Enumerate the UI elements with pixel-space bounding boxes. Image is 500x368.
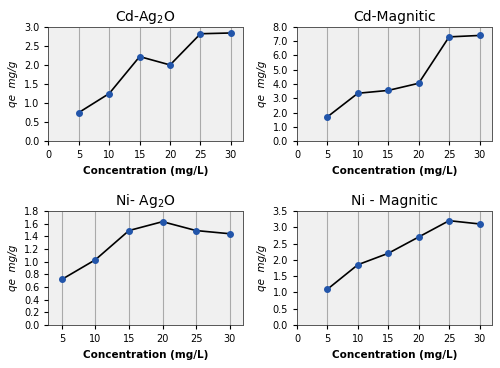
Y-axis label: qe  mg/g: qe mg/g xyxy=(8,61,18,107)
Title: Ni - Magnitic: Ni - Magnitic xyxy=(351,194,438,208)
X-axis label: Concentration (mg/L): Concentration (mg/L) xyxy=(332,350,457,360)
Y-axis label: qe  mg/g: qe mg/g xyxy=(8,245,18,291)
Title: Cd-Ag$_2$O: Cd-Ag$_2$O xyxy=(116,8,176,26)
Y-axis label: qe  mg/g: qe mg/g xyxy=(257,61,267,107)
Title: Ni- Ag$_2$O: Ni- Ag$_2$O xyxy=(116,192,176,210)
X-axis label: Concentration (mg/L): Concentration (mg/L) xyxy=(83,166,208,176)
Y-axis label: qe  mg/g: qe mg/g xyxy=(257,245,267,291)
X-axis label: Concentration (mg/L): Concentration (mg/L) xyxy=(332,166,457,176)
Title: Cd-Magnitic: Cd-Magnitic xyxy=(353,10,436,24)
X-axis label: Concentration (mg/L): Concentration (mg/L) xyxy=(83,350,208,360)
